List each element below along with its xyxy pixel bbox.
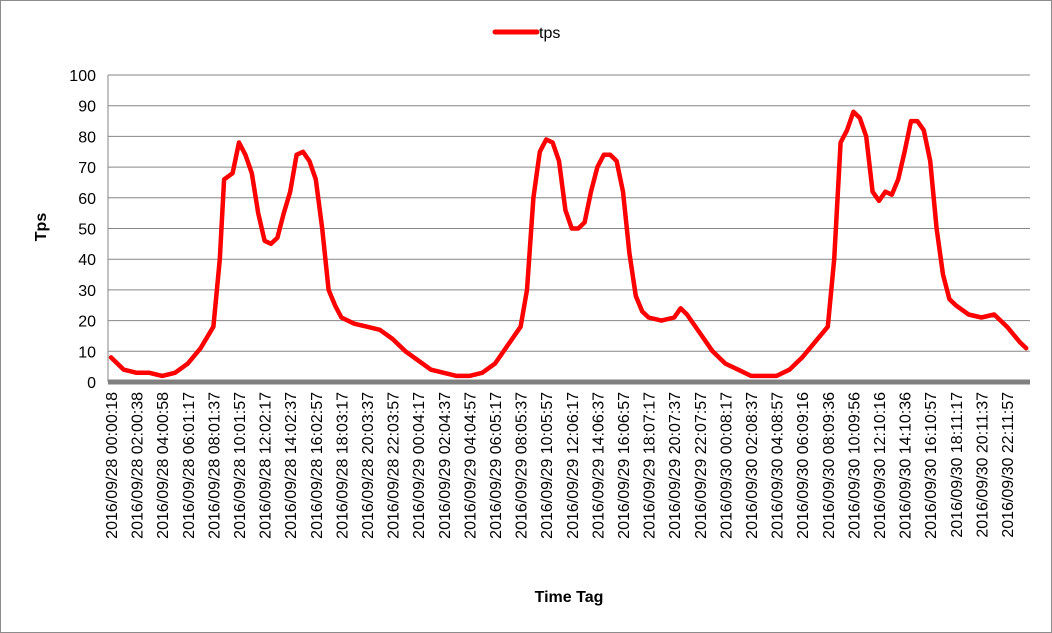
y-axis-title: Tps xyxy=(33,213,50,242)
y-tick-label: 20 xyxy=(78,314,96,331)
x-tick-label: 2016/09/30 08:09:36 xyxy=(821,392,838,539)
x-tick-label: 2016/09/29 08:05:37 xyxy=(514,392,531,539)
x-tick-label: 2016/09/30 02:08:37 xyxy=(744,392,761,539)
y-tick-label: 70 xyxy=(78,160,96,177)
x-tick-label: 2016/09/29 02:04:37 xyxy=(437,392,454,539)
x-tick-label: 2016/09/28 10:01:57 xyxy=(232,392,249,539)
x-tick-label: 2016/09/28 12:02:17 xyxy=(258,392,275,539)
y-tick-label: 40 xyxy=(78,252,96,269)
x-tick-label: 2016/09/29 04:04:57 xyxy=(462,392,479,539)
x-tick-label: 2016/09/29 10:05:57 xyxy=(539,392,556,539)
y-tick-label: 10 xyxy=(78,344,96,361)
x-tick-label: 2016/09/30 22:11:57 xyxy=(1000,392,1017,538)
y-axis-ticks: 0 10 20 30 40 50 60 70 80 90 100 xyxy=(69,68,96,392)
x-tick-label: 2016/09/30 00:08:17 xyxy=(718,392,735,539)
x-tick-label: 2016/09/30 06:09:16 xyxy=(795,392,812,539)
x-tick-label: 2016/09/28 08:01:37 xyxy=(206,392,223,539)
series-layer xyxy=(108,109,1029,379)
y-tick-label: 100 xyxy=(69,68,96,85)
x-tick-label: 2016/09/30 20:11:37 xyxy=(974,392,991,538)
x-tick-label: 2016/09/30 14:10:36 xyxy=(898,392,915,539)
x-tick-label: 2016/09/29 20:07:37 xyxy=(667,392,684,539)
x-tick-label: 2016/09/30 18:11:17 xyxy=(949,392,966,538)
x-tick-label: 2016/09/28 06:01:17 xyxy=(181,392,198,539)
x-tick-label: 2016/09/28 04:00:58 xyxy=(155,392,172,539)
series-line-tps xyxy=(108,109,1029,379)
x-tick-label: 2016/09/28 14:02:37 xyxy=(283,392,300,539)
x-tick-label: 2016/09/29 18:07:17 xyxy=(642,392,659,539)
x-tick-label: 2016/09/28 18:03:17 xyxy=(334,392,351,539)
x-tick-label: 2016/09/28 20:03:37 xyxy=(360,392,377,539)
x-tick-label: 2016/09/29 12:06:17 xyxy=(565,392,582,539)
y-tick-label: 0 xyxy=(87,375,96,392)
x-tick-label: 2016/09/29 14:06:37 xyxy=(590,392,607,539)
x-tick-label: 2016/09/28 16:02:57 xyxy=(309,392,326,539)
x-tick-label: 2016/09/30 10:09:56 xyxy=(846,392,863,539)
legend-label-tps: tps xyxy=(539,25,560,42)
y-tick-label: 30 xyxy=(78,283,96,300)
legend: tps xyxy=(492,25,560,42)
x-tick-label: 2016/09/29 06:05:17 xyxy=(488,392,505,539)
x-axis-title: Time Tag xyxy=(535,589,604,606)
x-axis-ticks: 2016/09/28 00:00:18 2016/09/28 02:00:38 20… xyxy=(104,392,1017,539)
x-tick-label: 2016/09/28 00:00:18 xyxy=(104,392,121,539)
x-tick-label: 2016/09/29 00:04:17 xyxy=(411,392,428,539)
x-tick-label: 2016/09/29 22:07:57 xyxy=(693,392,710,539)
x-tick-label: 2016/09/30 04:08:57 xyxy=(770,392,787,539)
x-tick-label: 2016/09/30 12:10:16 xyxy=(872,392,889,539)
y-tick-label: 80 xyxy=(78,129,96,146)
x-tick-label: 2016/09/28 02:00:38 xyxy=(130,392,147,539)
gridlines xyxy=(107,74,1030,385)
x-tick-label: 2016/09/29 16:06:57 xyxy=(616,392,633,539)
x-tick-label: 2016/09/30 16:10:57 xyxy=(923,392,940,539)
x-tick-label: 2016/09/28 22:03:57 xyxy=(386,392,403,539)
y-tick-label: 60 xyxy=(78,191,96,208)
y-tick-label: 50 xyxy=(78,222,96,239)
y-tick-label: 90 xyxy=(78,99,96,116)
